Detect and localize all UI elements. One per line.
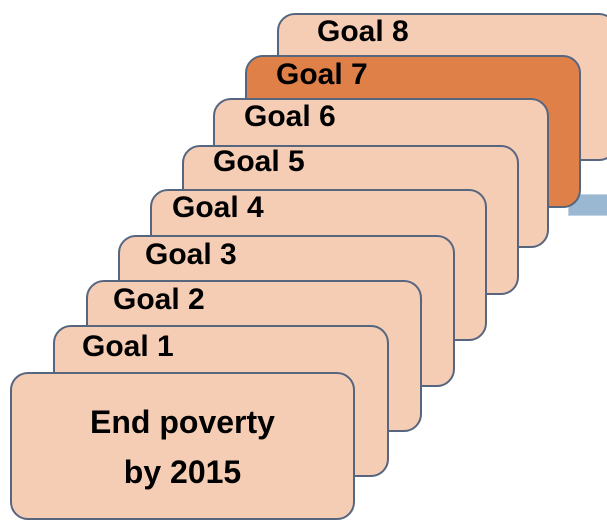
goal-7-label: Goal 7 xyxy=(276,58,368,91)
goal-1-label: Goal 1 xyxy=(82,330,174,363)
goal-2-label: Goal 2 xyxy=(113,283,205,316)
goal-8-label: Goal 8 xyxy=(317,15,409,48)
front-card: End poverty by 2015 xyxy=(10,372,355,520)
goal-5-label: Goal 5 xyxy=(213,145,305,178)
goal-4-label: Goal 4 xyxy=(172,191,264,224)
goal-3-label: Goal 3 xyxy=(145,238,237,271)
front-card-line-1: End poverty xyxy=(90,404,275,440)
goal-6-label: Goal 6 xyxy=(244,100,336,133)
front-card-line-2: by 2015 xyxy=(123,454,242,490)
